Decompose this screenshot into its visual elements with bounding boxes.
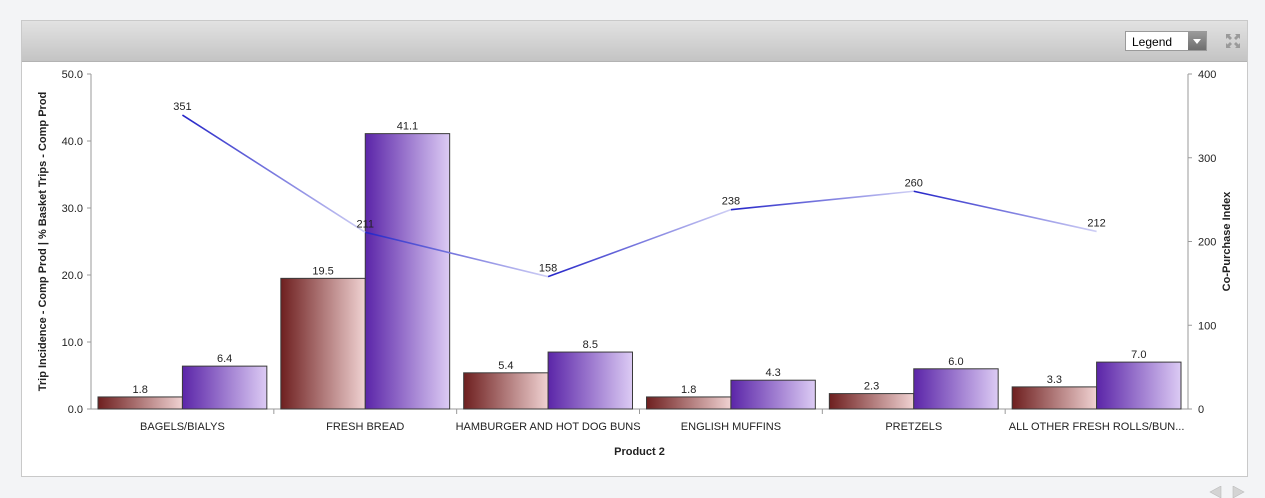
x-axis-title: Product 2 (614, 446, 665, 458)
bar (646, 396, 732, 410)
y-tick-label-left: 10.0 (62, 337, 83, 349)
line-value-label: 158 (539, 263, 557, 275)
line-segment (181, 114, 366, 233)
next-arrow-icon[interactable] (1232, 486, 1245, 498)
chart-axes (87, 73, 1192, 414)
previous-arrow-icon[interactable] (1209, 486, 1222, 498)
bar (730, 379, 816, 410)
bar (463, 372, 549, 410)
line-value-label: 260 (905, 177, 923, 189)
y-tick-label-left: 50.0 (62, 69, 83, 81)
legend-dropdown[interactable]: Legend (1125, 31, 1207, 51)
bar (97, 396, 183, 410)
bar (280, 277, 366, 410)
y-tick-label-left: 30.0 (62, 203, 83, 215)
x-tick-label: BAGELS/BIALYS (140, 421, 225, 433)
chart-labels: 0.0 10.0 20.0 30.0 40.0 50.0 0 100 200 300 400 BAGE… (37, 69, 1233, 458)
y-tick-label-left: 0.0 (68, 404, 83, 416)
bar-value-label: 8.5 (583, 339, 598, 351)
bar-value-label: 4.3 (765, 367, 780, 379)
y-tick-label-right: 0 (1198, 404, 1204, 416)
chart-line (181, 114, 1097, 278)
bar (364, 133, 451, 410)
x-tick-label: ENGLISH MUFFINS (681, 421, 781, 433)
line-value-label: 238 (722, 196, 740, 208)
y-tick-label-left: 40.0 (62, 136, 83, 148)
bar-value-label: 1.8 (133, 384, 148, 396)
bar-value-label: 6.4 (217, 353, 232, 365)
bar-value-label: 3.3 (1047, 374, 1062, 386)
chart-bars (97, 133, 1182, 410)
line-segment (365, 231, 549, 278)
bar (547, 351, 633, 410)
bar-value-label: 7.0 (1131, 349, 1146, 361)
bar-value-label: 19.5 (312, 265, 333, 277)
bar (913, 368, 999, 410)
chevron-down-icon[interactable] (1188, 32, 1206, 50)
line-value-label: 212 (1087, 217, 1105, 229)
line-segment (730, 190, 914, 211)
chart-toolbar: Legend (22, 21, 1247, 62)
x-tick-label: HAMBURGER AND HOT DOG BUNS (456, 421, 641, 433)
line-value-label: 211 (356, 218, 374, 230)
bar-value-label: 6.0 (948, 356, 963, 368)
bar (1096, 361, 1182, 410)
x-tick-label: FRESH BREAD (326, 421, 404, 433)
bar (181, 365, 268, 410)
line-value-label: 351 (173, 101, 191, 113)
x-tick-label: PRETZELS (885, 421, 942, 433)
pagination-arrows (1209, 486, 1245, 498)
bar-value-label: 5.4 (498, 360, 513, 372)
y-tick-label-right: 400 (1198, 69, 1216, 81)
y-tick-label-right: 200 (1198, 237, 1216, 249)
bar-value-label: 1.8 (681, 384, 696, 396)
bar-value-label: 41.1 (397, 121, 418, 133)
expand-icon[interactable] (1225, 33, 1241, 49)
y-axis-title-left: Trip Incidence - Comp Prod | % Basket Tr… (37, 92, 49, 392)
line-segment (913, 190, 1097, 233)
y-tick-label-left: 20.0 (62, 270, 83, 282)
y-tick-label-right: 100 (1198, 320, 1216, 332)
y-axis-title-right: Co-Purchase Index (1221, 191, 1233, 292)
bar-value-label: 2.3 (864, 381, 879, 393)
line-segment (547, 208, 732, 278)
bar (1011, 386, 1098, 410)
bar (828, 393, 915, 410)
y-tick-label-right: 300 (1198, 153, 1216, 165)
x-tick-label: ALL OTHER FRESH ROLLS/BUN... (1009, 421, 1185, 433)
legend-dropdown-label: Legend (1132, 35, 1173, 49)
